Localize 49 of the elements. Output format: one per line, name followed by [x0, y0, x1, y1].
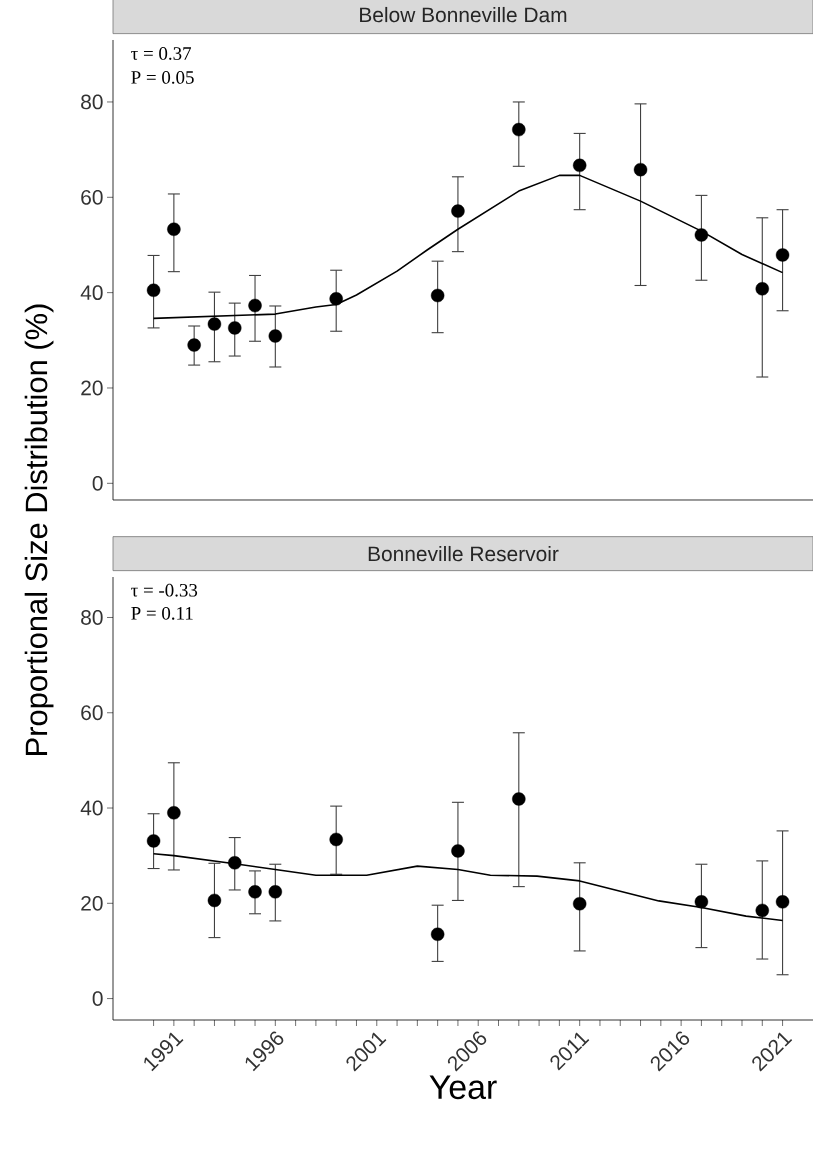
- point: [755, 903, 769, 918]
- y-tick-label: 80: [81, 610, 103, 625]
- y-tick-label: 40: [80, 285, 103, 301]
- x-axis-title: Year: [429, 1075, 497, 1100]
- point: [207, 893, 222, 908]
- point: [572, 897, 587, 911]
- point: [512, 122, 526, 137]
- point: [755, 282, 769, 296]
- y-tick-label: 0: [92, 991, 103, 1006]
- point: [268, 885, 283, 899]
- y-tick-label: 60: [81, 189, 103, 205]
- y-tick-label: 60: [81, 705, 103, 721]
- point: [248, 298, 262, 313]
- point: [228, 321, 242, 335]
- point: [775, 895, 790, 909]
- point: [633, 162, 648, 177]
- point: [248, 885, 262, 899]
- point: [694, 228, 709, 242]
- y-tick-label: 80: [81, 94, 103, 110]
- point: [146, 834, 161, 848]
- point: [187, 338, 201, 352]
- annotation: P = 0.05: [131, 71, 194, 84]
- chart-title: Below Bonneville Dam: [360, 6, 567, 23]
- point: [694, 895, 709, 909]
- point: [167, 222, 181, 236]
- annotation: τ = -0.33: [131, 583, 198, 597]
- point: [167, 806, 181, 820]
- y-tick-label: 0: [92, 475, 103, 491]
- point: [430, 927, 445, 941]
- point: [430, 288, 445, 303]
- point: [207, 317, 222, 331]
- point: [228, 856, 242, 870]
- point: [451, 204, 465, 218]
- point: [329, 832, 343, 847]
- y-axis-title: Proportional Size Distribution (%): [24, 304, 54, 755]
- y-tick-label: 40: [80, 800, 103, 816]
- chart-title: Bonneville Reservoir: [368, 545, 559, 562]
- y-tick-label: 20: [81, 895, 103, 911]
- annotation: τ = 0.37: [131, 47, 192, 60]
- line-series: [152, 852, 784, 922]
- point: [451, 844, 465, 858]
- point: [268, 329, 283, 343]
- y-tick-label: 20: [81, 380, 103, 396]
- point: [329, 292, 343, 306]
- point: [146, 283, 161, 297]
- point: [775, 248, 790, 262]
- annotation: P = 0.11: [131, 606, 193, 620]
- point: [572, 158, 587, 173]
- point: [512, 792, 526, 806]
